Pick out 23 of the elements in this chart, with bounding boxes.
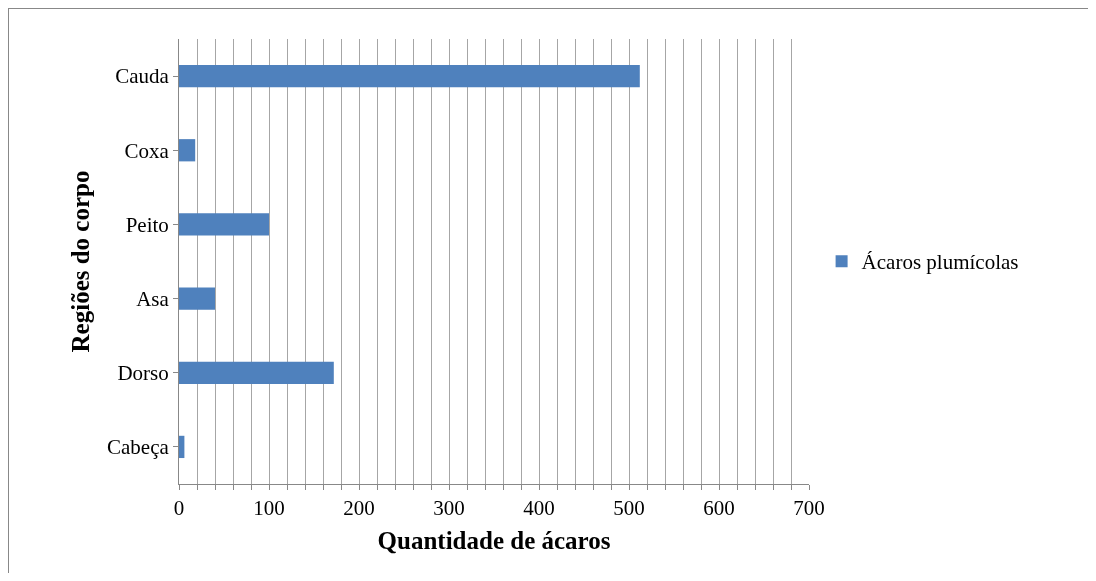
legend-label: Ácaros plumícolas <box>861 250 1019 275</box>
bar <box>179 361 334 384</box>
y-tick-label: Asa <box>136 286 170 311</box>
bar <box>179 435 185 459</box>
bar <box>179 139 196 162</box>
y-tick-label: Dorso <box>117 361 169 386</box>
x-tick-label: 500 <box>613 496 645 521</box>
bar <box>179 287 215 310</box>
x-tick-label: 400 <box>523 496 555 521</box>
x-tick-label: 700 <box>793 496 825 521</box>
x-tick-label: 600 <box>703 496 735 521</box>
y-tick-label: Cabeça <box>107 435 170 460</box>
x-tick-label: 100 <box>253 496 285 521</box>
y-tick-label: Cauda <box>115 64 170 89</box>
bar <box>179 64 640 88</box>
x-tick-label: 300 <box>433 496 465 521</box>
y-tick-label: Peito <box>125 212 169 237</box>
x-tick-label: 0 <box>173 496 185 521</box>
x-axis-title: Quantidade de ácaros <box>377 527 611 555</box>
x-tick-label: 200 <box>343 496 375 521</box>
y-tick-label: Coxa <box>124 138 170 163</box>
y-axis-title: Regiões do corpo <box>66 170 94 353</box>
bar <box>179 213 269 236</box>
